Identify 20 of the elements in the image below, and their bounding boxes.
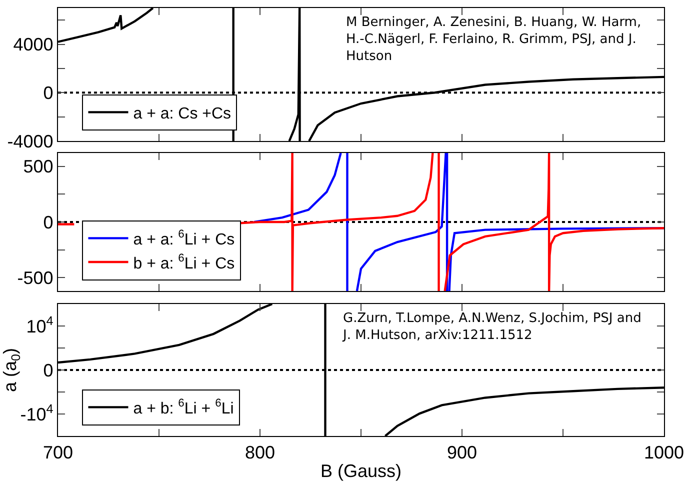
y-tick-label: 500 <box>23 156 54 177</box>
x-axis-title: B (Gauss) <box>320 460 402 481</box>
y-tick-label: 4000 <box>13 34 54 55</box>
x-tick-label: 800 <box>244 442 276 463</box>
y-tick-label: -500 <box>17 268 54 288</box>
legend-label: a + b: $^{6}$Li + $^{6}$Li <box>133 398 234 418</box>
y-tick-label: -4000 <box>7 131 54 152</box>
x-tick-label: 700 <box>42 442 74 463</box>
x-tick-label: 900 <box>446 442 478 463</box>
annotation: G.Zurn, T.Lompe, A.N.Wenz, S.Jochim, PSJ and J. M.Hutson, arXiv:1211.1512 <box>342 311 642 343</box>
y-tick-label: 0 <box>43 360 54 380</box>
legend-label: b + a: $^{6}$Li + Cs <box>133 252 235 272</box>
x-tick-label: 1000 <box>644 442 684 463</box>
annotation: M Berninger, A. Zenesini, B. Huang, W. Harm, H.-C.Nägerl, F. Ferlaino, R. Grimm, PSJ, and J. Hutson <box>346 15 642 64</box>
y-tick-label: 0 <box>43 82 54 103</box>
legend-label: a + a: Cs +Cs <box>133 105 232 122</box>
y-tick-label: -10$^{4}$ <box>20 402 54 424</box>
y-tick-label: 10$^{4}$ <box>26 314 54 336</box>
legend-label: a + a: $^{6}$Li + Cs <box>133 228 235 248</box>
y-tick-label: 0 <box>43 212 54 232</box>
